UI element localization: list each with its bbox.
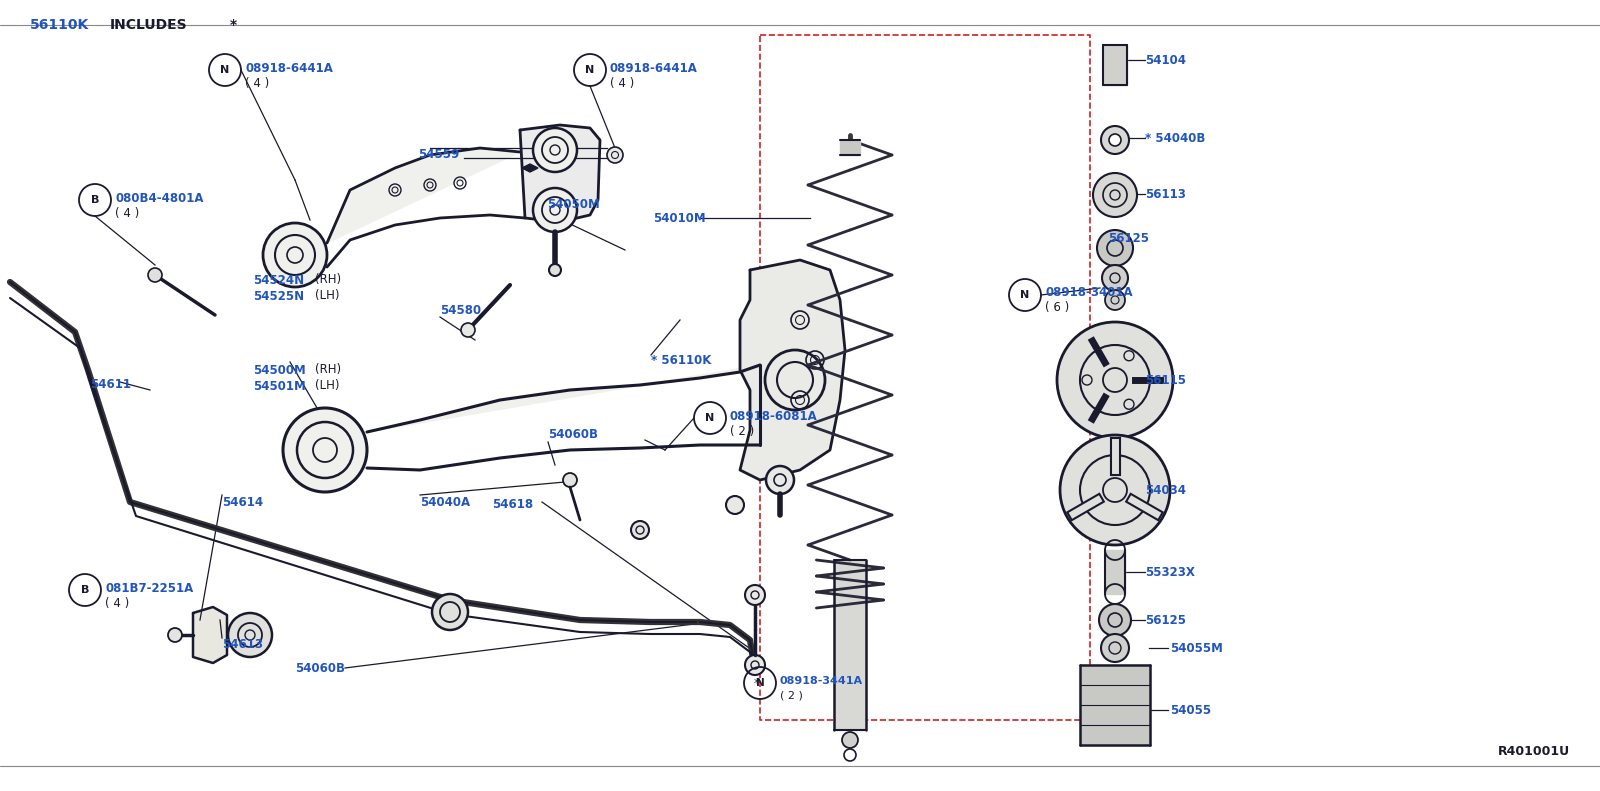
Circle shape [1058,322,1173,438]
Text: 54034: 54034 [1146,483,1186,497]
Polygon shape [522,164,538,172]
Text: 08918-3441A: 08918-3441A [781,676,862,686]
Text: 54524N: 54524N [253,274,304,286]
Text: 54525N: 54525N [253,290,304,302]
Text: 080B4-4801A: 080B4-4801A [115,191,203,205]
Polygon shape [1102,45,1126,85]
Polygon shape [739,260,845,480]
Text: 55323X: 55323X [1146,566,1195,578]
Text: 081B7-2251A: 081B7-2251A [106,581,194,595]
Text: 54055: 54055 [1170,703,1211,717]
Text: (RH): (RH) [315,364,341,377]
Circle shape [229,613,272,657]
Text: 54060B: 54060B [547,429,598,441]
Text: N: N [221,65,230,75]
Text: B: B [82,585,90,595]
Text: N: N [1021,290,1030,300]
Text: 08918-6441A: 08918-6441A [245,62,333,74]
Circle shape [746,655,765,675]
Circle shape [533,128,578,172]
Circle shape [746,585,765,605]
Text: 54611: 54611 [90,379,131,392]
Circle shape [842,732,858,748]
Text: ( 2 ): ( 2 ) [730,425,754,437]
Text: 56115: 56115 [1146,373,1186,387]
Text: 54559: 54559 [418,149,459,161]
Text: 54055M: 54055M [1170,642,1222,654]
Text: 54040A: 54040A [419,495,470,509]
Polygon shape [326,148,520,243]
Circle shape [766,466,794,494]
Circle shape [147,268,162,282]
Text: 54613: 54613 [222,638,262,652]
Text: 54104: 54104 [1146,54,1186,66]
Circle shape [168,628,182,642]
Text: (LH): (LH) [315,380,339,392]
Circle shape [606,147,622,163]
Text: * 56110K: * 56110K [651,354,712,366]
Polygon shape [520,125,600,222]
Text: 56125: 56125 [1107,232,1149,244]
Polygon shape [366,365,760,432]
Text: *: * [230,18,237,32]
Text: N: N [706,413,715,423]
Text: 54618: 54618 [493,498,533,512]
Circle shape [1106,290,1125,310]
Polygon shape [1106,550,1125,594]
Text: 08918-6081A: 08918-6081A [730,410,818,422]
Polygon shape [840,140,861,155]
Circle shape [1059,435,1170,545]
Text: INCLUDES: INCLUDES [110,18,187,32]
Circle shape [1101,126,1130,154]
Circle shape [1109,134,1122,146]
Text: 54614: 54614 [222,495,262,509]
Text: (RH): (RH) [315,274,341,286]
Text: 54060B: 54060B [294,661,346,675]
Text: 56113: 56113 [1146,187,1186,200]
Text: 56125: 56125 [1146,614,1186,626]
Text: 54580: 54580 [440,304,482,316]
Text: (LH): (LH) [315,290,339,302]
Text: N: N [586,65,595,75]
Circle shape [563,473,578,487]
Text: * 54040B: * 54040B [1146,131,1205,145]
Circle shape [432,594,467,630]
Circle shape [1101,634,1130,662]
Circle shape [630,521,650,539]
Polygon shape [194,607,227,663]
Text: *: * [754,676,760,690]
Circle shape [1093,173,1138,217]
Text: ( 4 ): ( 4 ) [106,596,130,610]
Text: 54500M: 54500M [253,364,306,377]
Circle shape [1102,265,1128,291]
Text: 08918-3401A: 08918-3401A [1045,286,1133,300]
Text: 08918-6441A: 08918-6441A [610,62,698,74]
Circle shape [283,408,366,492]
Circle shape [262,223,326,287]
Text: ( 6 ): ( 6 ) [1045,301,1069,315]
Text: ( 2 ): ( 2 ) [781,691,803,701]
Text: ( 4 ): ( 4 ) [245,77,269,89]
Circle shape [1098,230,1133,266]
Circle shape [461,323,475,337]
Text: 54050M: 54050M [547,199,600,211]
Circle shape [726,496,744,514]
Text: R401001U: R401001U [1498,745,1570,758]
Polygon shape [834,560,866,730]
Text: N: N [755,678,765,688]
Text: ( 4 ): ( 4 ) [610,77,634,89]
Circle shape [1099,604,1131,636]
Text: 54501M: 54501M [253,380,306,392]
Text: 56110K: 56110K [30,18,90,32]
Text: B: B [91,195,99,205]
Polygon shape [1080,665,1150,745]
Circle shape [549,264,562,276]
Text: ( 4 ): ( 4 ) [115,206,139,219]
Circle shape [533,188,578,232]
Text: 54010M: 54010M [653,211,706,225]
